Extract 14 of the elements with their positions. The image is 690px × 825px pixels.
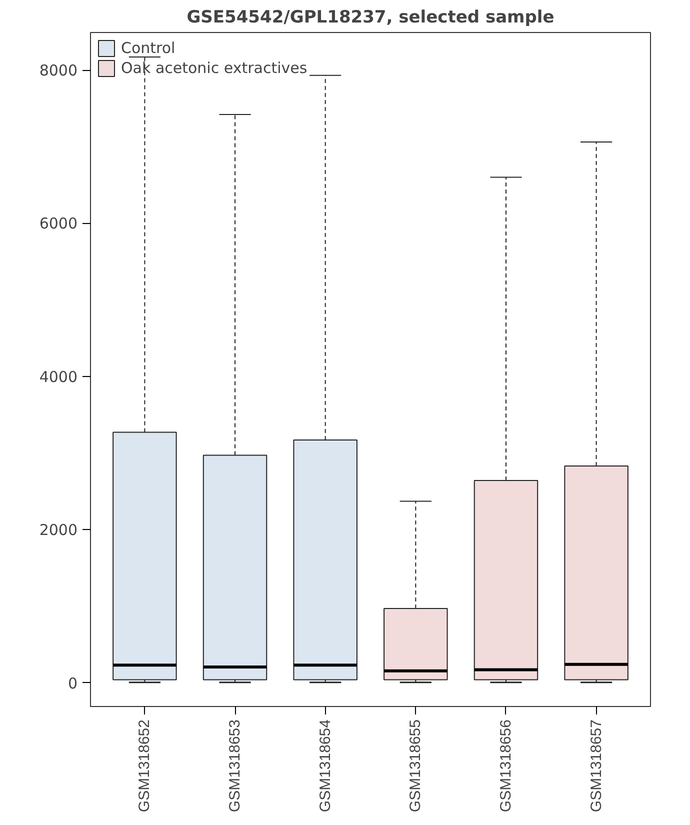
x-tick-label: GSM1318655 bbox=[407, 719, 424, 812]
x-tick-label: GSM1318652 bbox=[136, 719, 154, 812]
x-tick-label: GSM1318653 bbox=[226, 719, 244, 812]
y-tick-label: 6000 bbox=[39, 214, 78, 233]
legend-label: Oak acetonic extractives bbox=[121, 59, 308, 77]
legend-label: Control bbox=[121, 39, 176, 57]
x-tick-label: GSM1318654 bbox=[316, 719, 334, 812]
x-tick-label: GSM1318657 bbox=[588, 719, 605, 812]
x-tick-label: GSM1318656 bbox=[497, 719, 514, 812]
chart-title: GSE54542/GPL18237, selected sample bbox=[186, 8, 554, 28]
y-tick-label: 0 bbox=[68, 674, 78, 692]
y-tick-label: 4000 bbox=[39, 368, 78, 386]
y-tick-label: 2000 bbox=[39, 521, 78, 540]
y-tick-label: 8000 bbox=[39, 62, 78, 80]
